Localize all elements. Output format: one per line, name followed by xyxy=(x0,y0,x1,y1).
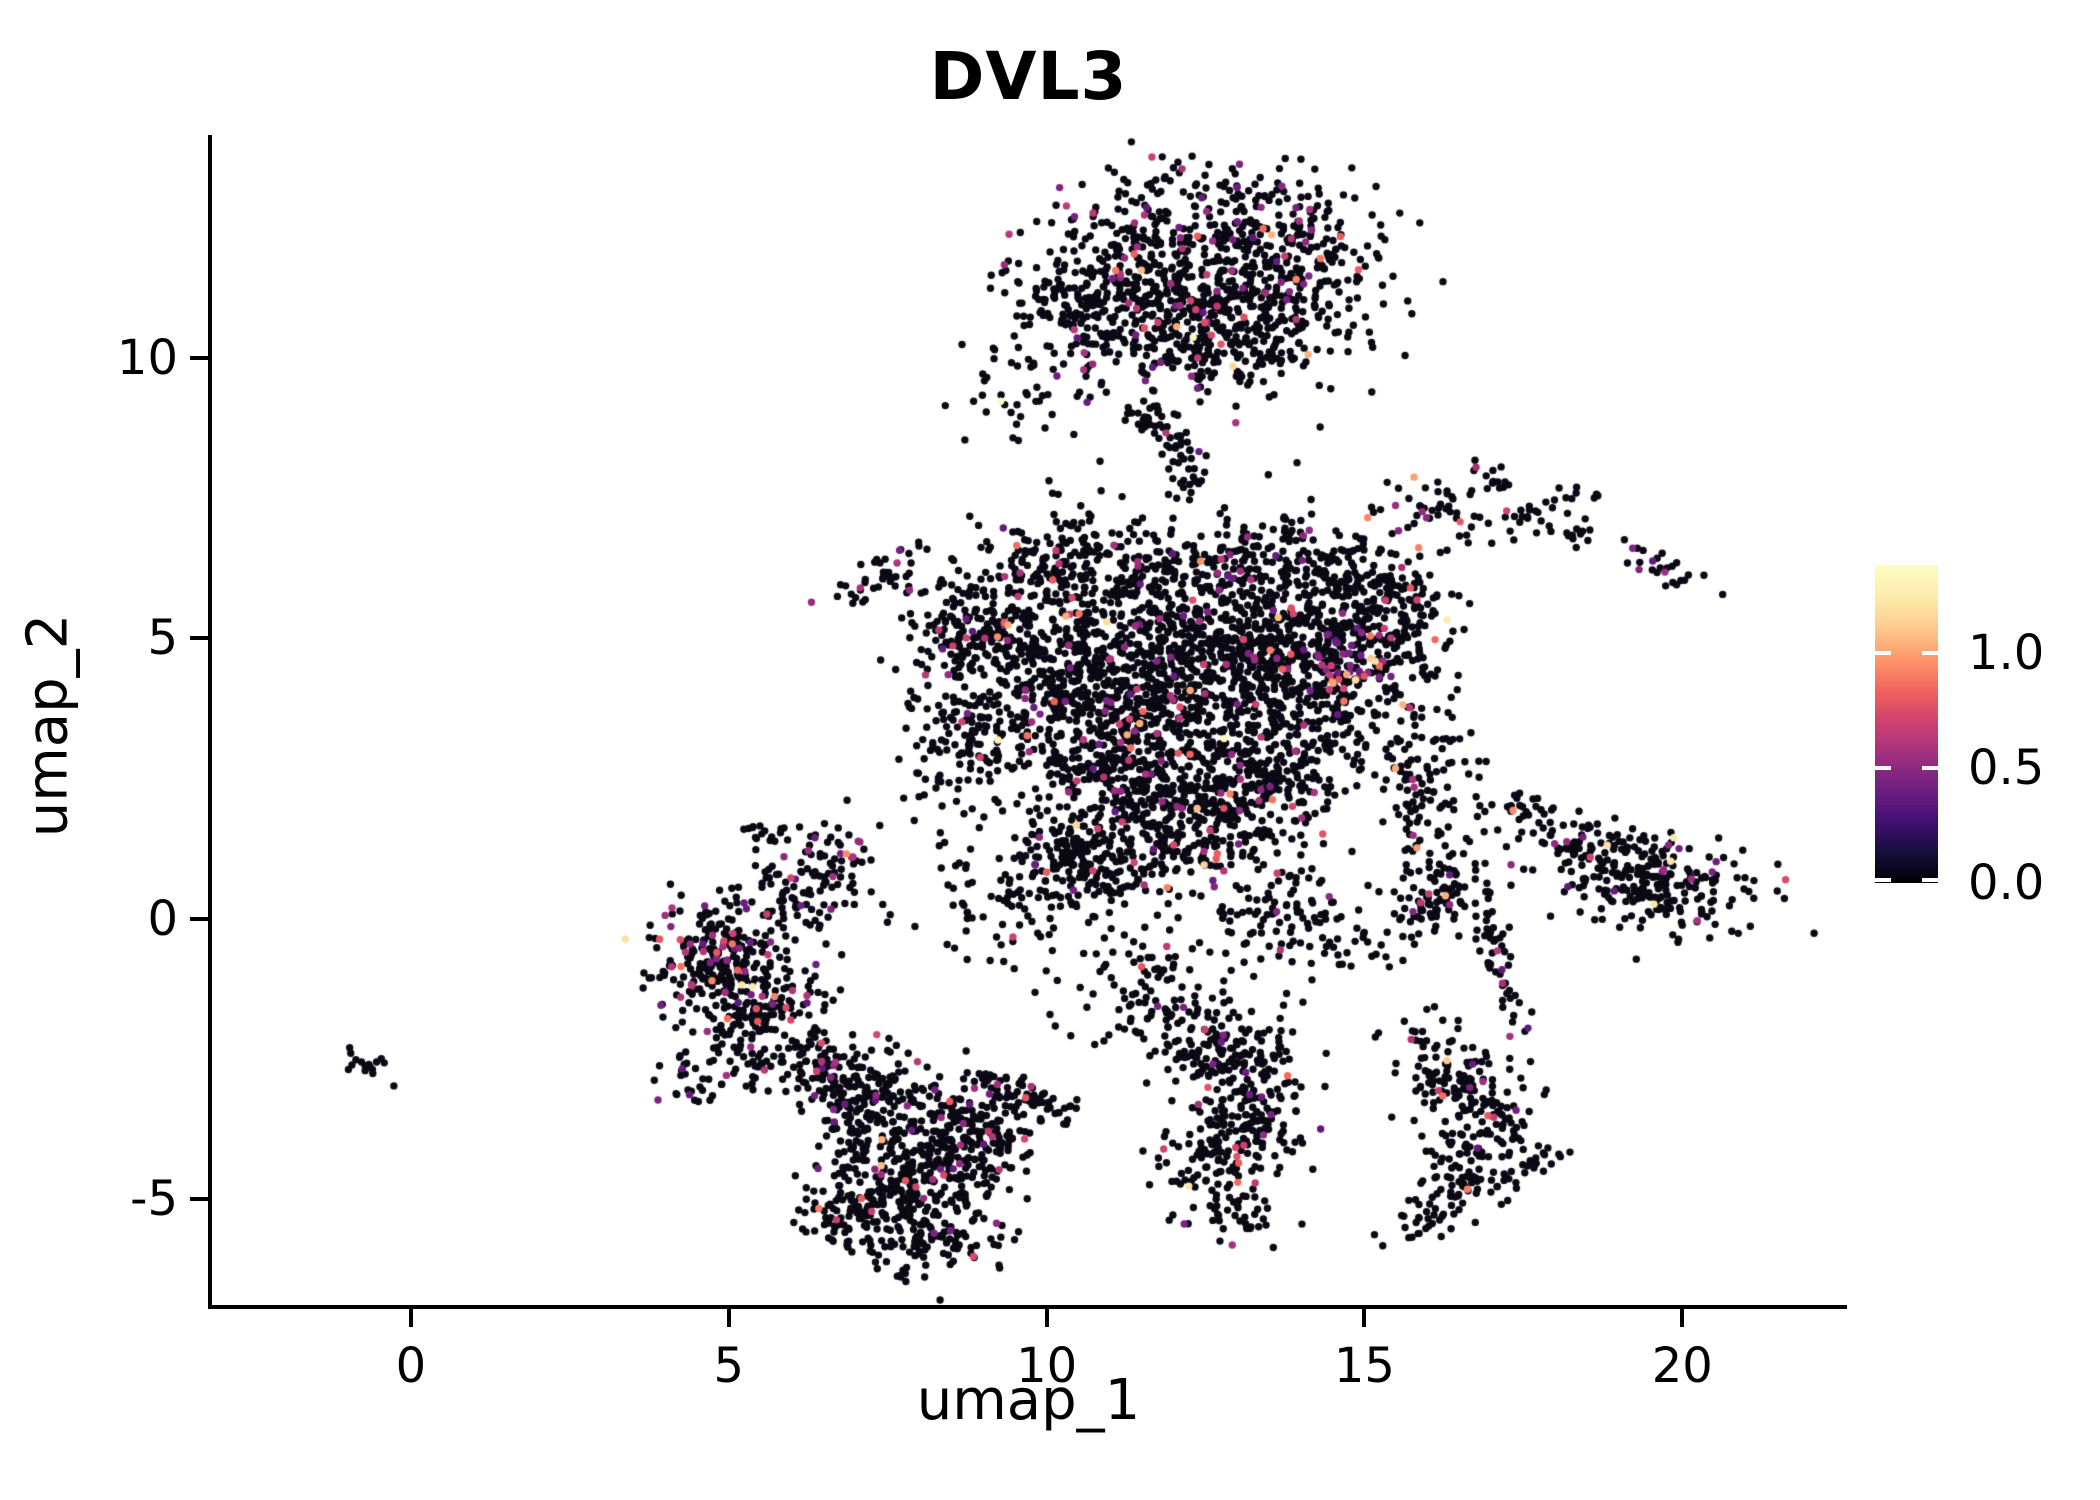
colorbar-tick-mark xyxy=(1922,878,1938,882)
colorbar-tick-mark xyxy=(1875,765,1891,770)
y-tick-mark xyxy=(190,636,208,641)
y-tick-label: -5 xyxy=(130,1171,178,1228)
y-tick-label: 5 xyxy=(147,610,178,667)
x-tick-mark xyxy=(726,1309,731,1327)
colorbar-tick-label: 0.5 xyxy=(1968,739,2045,796)
y-tick-label: 0 xyxy=(147,890,178,947)
colorbar-tick-label: 0.0 xyxy=(1968,855,2045,911)
colorbar-tick-mark xyxy=(1875,878,1891,882)
colorbar-gradient xyxy=(1875,565,1938,883)
x-tick-mark xyxy=(408,1309,413,1327)
colorbar-tick-mark xyxy=(1922,650,1938,655)
x-tick-label: 10 xyxy=(1016,1338,1078,1394)
y-axis-title: umap_2 xyxy=(15,613,81,838)
x-tick-mark xyxy=(1044,1309,1049,1327)
x-tick-label: 20 xyxy=(1651,1338,1713,1394)
y-tick-label: 10 xyxy=(116,329,178,386)
y-axis-line xyxy=(208,135,212,1309)
x-tick-mark xyxy=(1680,1309,1685,1327)
x-axis-title: umap_1 xyxy=(916,1368,1141,1433)
x-tick-mark xyxy=(1362,1309,1367,1327)
y-tick-mark xyxy=(190,1197,208,1202)
y-tick-mark xyxy=(190,355,208,360)
y-tick-mark xyxy=(190,916,208,921)
x-axis-line xyxy=(208,1305,1847,1309)
colorbar-tick-mark xyxy=(1922,765,1938,770)
x-tick-label: 15 xyxy=(1333,1338,1395,1394)
colorbar-tick-mark xyxy=(1875,650,1891,655)
x-tick-label: 5 xyxy=(713,1338,745,1394)
colorbar-tick-label: 1.0 xyxy=(1968,624,2045,681)
x-tick-label: 0 xyxy=(395,1338,427,1394)
